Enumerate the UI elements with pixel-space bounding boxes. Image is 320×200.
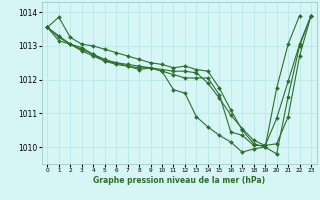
X-axis label: Graphe pression niveau de la mer (hPa): Graphe pression niveau de la mer (hPa) [93,176,265,185]
